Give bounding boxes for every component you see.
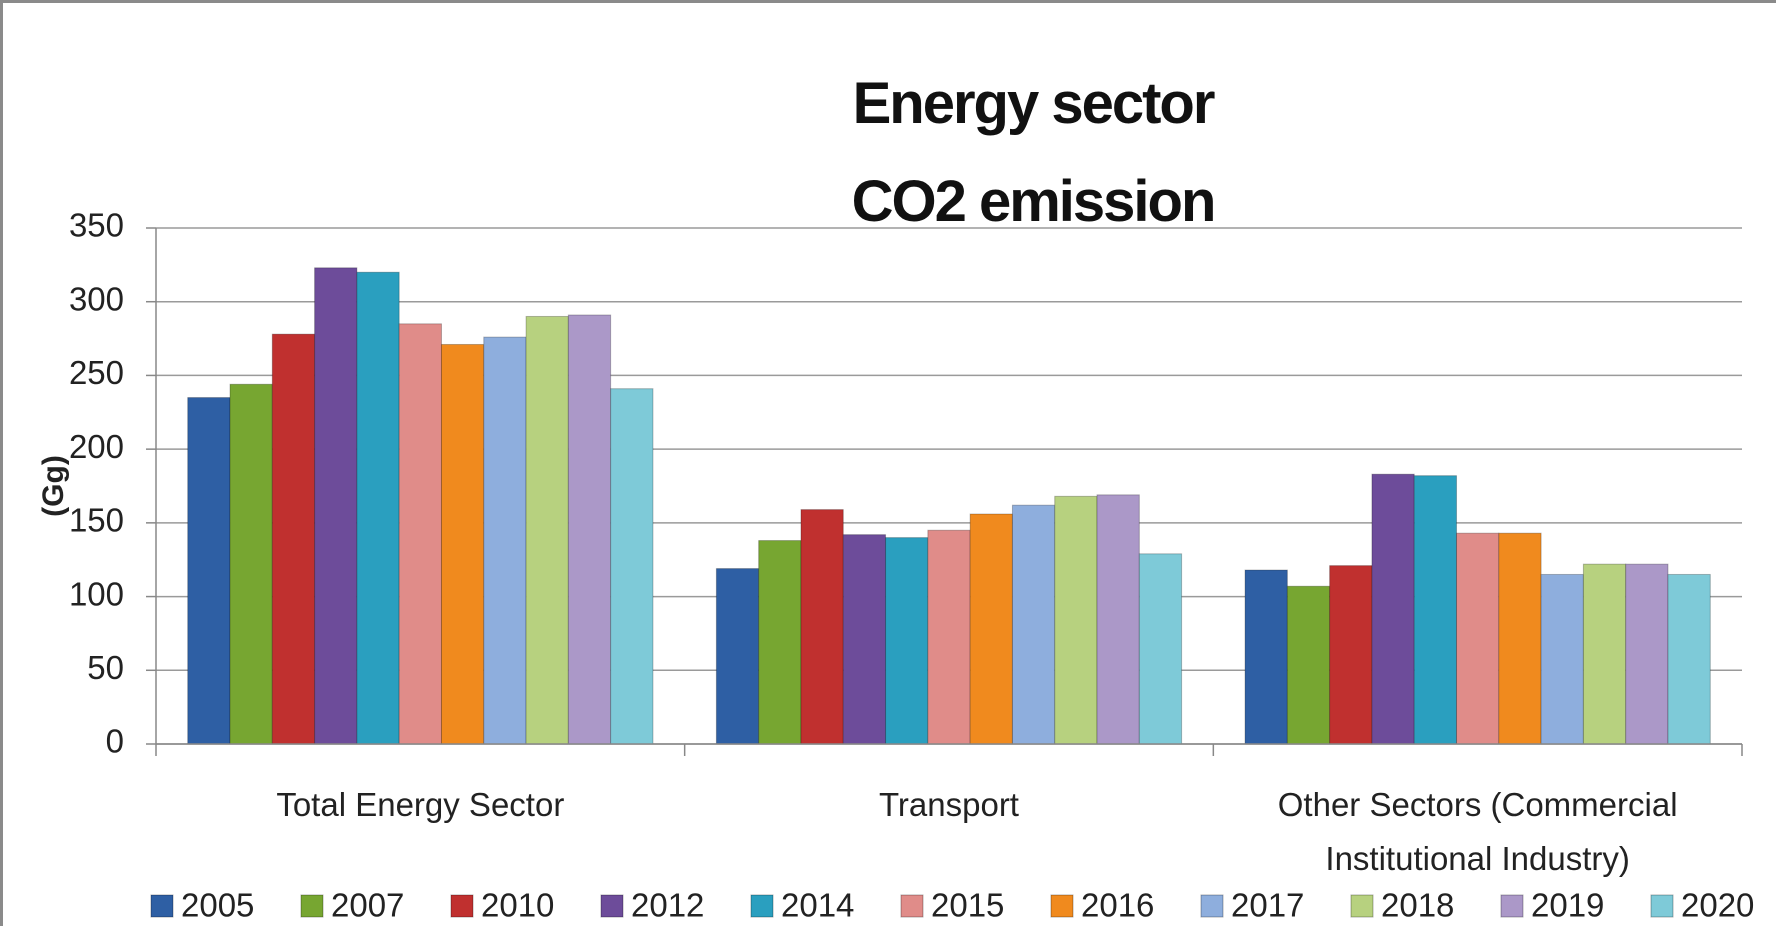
legend-swatch	[1350, 894, 1374, 918]
legend-label: 2005	[181, 887, 254, 924]
legend-label: 2010	[481, 887, 554, 924]
x-tick-label: Other Sectors (Commercial Institutional …	[1277, 786, 1678, 877]
legend-label: 2020	[1681, 887, 1754, 924]
y-axis-label: (Gg)	[37, 455, 70, 517]
bar	[1286, 585, 1331, 745]
bar	[314, 267, 358, 745]
y-tick-label: 200	[69, 428, 124, 465]
legend-swatch	[900, 894, 924, 918]
bar	[969, 513, 1013, 745]
y-tick-label: 50	[87, 649, 124, 686]
bar	[525, 315, 569, 745]
bar	[1244, 569, 1288, 745]
bar	[1456, 532, 1500, 745]
bar	[1413, 475, 1458, 745]
bar	[715, 568, 760, 745]
bar	[398, 323, 442, 745]
plot: 0 50 100 150 200 250 300 350 (Gg) 2005 2007 2010 201…	[37, 207, 1755, 924]
legend-swatch	[450, 894, 474, 918]
legend-label: 2016	[1081, 887, 1154, 924]
legend-swatch	[1200, 894, 1224, 918]
legend-swatch	[300, 894, 324, 918]
y-tick-label: 0	[106, 723, 124, 760]
bar	[885, 537, 929, 745]
bar	[842, 534, 887, 745]
legend-swatch	[150, 894, 174, 918]
legend-label: 2017	[1231, 887, 1304, 924]
legend-swatch	[750, 894, 774, 918]
bar	[1667, 573, 1711, 745]
bar	[483, 336, 527, 745]
legend-label: 2012	[631, 887, 704, 924]
bar	[187, 397, 231, 745]
legend-swatch	[1500, 894, 1524, 918]
bar	[610, 388, 654, 745]
bar	[229, 383, 273, 745]
bar	[1329, 565, 1373, 745]
legend-swatch	[1050, 894, 1074, 918]
y-tick-label: 150	[69, 502, 124, 539]
y-tick-label: 250	[69, 354, 124, 391]
y-tick-label: 350	[69, 207, 124, 244]
legend-label: 2019	[1531, 887, 1604, 924]
bar	[440, 343, 485, 745]
legend-swatch	[1650, 894, 1674, 918]
legend-swatch	[600, 894, 624, 918]
bar	[1540, 573, 1584, 745]
bar	[1582, 563, 1627, 745]
x-tick-label: Total Energy Sector	[276, 786, 565, 823]
bar	[1096, 494, 1140, 745]
bar	[1625, 563, 1669, 745]
bar	[1498, 532, 1542, 745]
bar	[800, 509, 844, 745]
bar	[758, 540, 802, 745]
legend-label: 2014	[781, 887, 854, 924]
bar	[567, 314, 612, 745]
bar	[1054, 495, 1098, 745]
legend-label: 2015	[931, 887, 1004, 924]
bar	[1011, 504, 1056, 745]
y-tick-label: 300	[69, 280, 124, 317]
legend-label: 2007	[331, 887, 404, 924]
bar	[271, 333, 316, 745]
bar	[356, 271, 400, 745]
chart-title: Energy sector CO2 emission	[851, 71, 1217, 234]
bar	[1371, 473, 1415, 745]
bar	[1138, 553, 1183, 745]
x-tick-label: Transport	[878, 786, 1019, 823]
bar	[927, 529, 971, 745]
legend-label: 2018	[1381, 887, 1454, 924]
y-tick-label: 100	[69, 575, 124, 612]
